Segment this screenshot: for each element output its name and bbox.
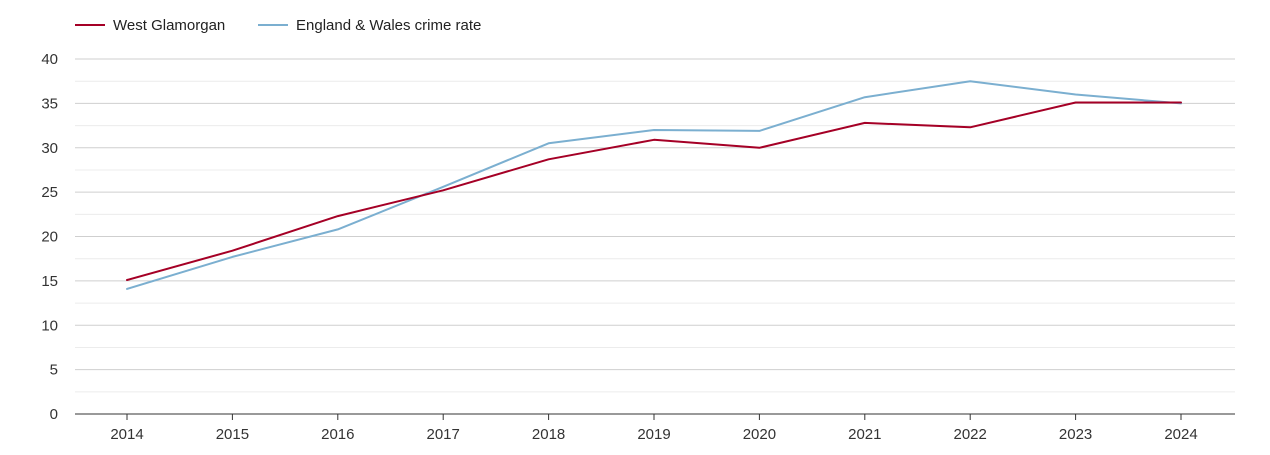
x-tick-label: 2017: [427, 426, 460, 443]
x-tick-label: 2024: [1164, 426, 1197, 443]
x-tick-label: 2015: [216, 426, 249, 443]
y-tick-label: 15: [41, 273, 58, 290]
series-line: [127, 81, 1181, 289]
x-tick-label: 2016: [321, 426, 354, 443]
x-tick-label: 2021: [848, 426, 881, 443]
x-tick-label: 2023: [1059, 426, 1092, 443]
y-tick-label: 10: [41, 317, 58, 334]
y-tick-label: 40: [41, 51, 58, 68]
y-tick-label: 5: [50, 362, 58, 379]
y-tick-label: 35: [41, 95, 58, 112]
x-tick-label: 2014: [110, 426, 143, 443]
legend: West Glamorgan England & Wales crime rate: [75, 17, 481, 34]
y-tick-label: 0: [50, 406, 58, 423]
y-tick-label: 20: [41, 229, 58, 246]
y-tick-label: 30: [41, 140, 58, 157]
series-lines: [127, 81, 1181, 289]
x-tick-label: 2019: [637, 426, 670, 443]
y-tick-label: 25: [41, 184, 58, 201]
x-tick-label: 2020: [743, 426, 776, 443]
x-tick-label: 2018: [532, 426, 565, 443]
axes: 0 5 10 15 20 25 30 35 40 2014 2015 2016 2017 2018 2019…: [41, 51, 1235, 443]
gridlines: [75, 59, 1235, 392]
legend-label: West Glamorgan: [113, 17, 225, 34]
legend-label: England & Wales crime rate: [296, 17, 481, 34]
x-tick-label: 2022: [954, 426, 987, 443]
